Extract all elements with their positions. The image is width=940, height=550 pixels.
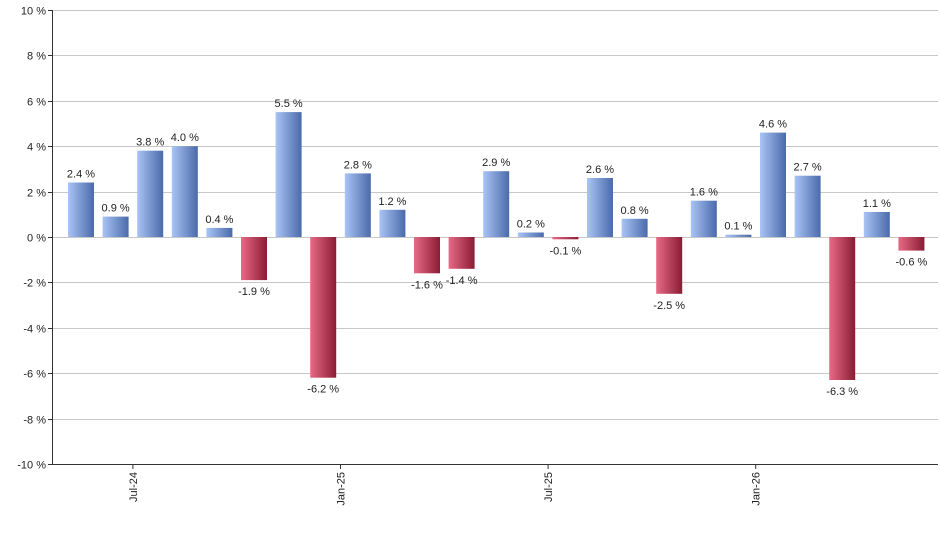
bar bbox=[621, 218, 648, 237]
data-label: 1.2 % bbox=[378, 196, 406, 208]
bar bbox=[656, 237, 683, 294]
y-tick-label: -4 % bbox=[23, 324, 46, 336]
data-label: -0.1 % bbox=[550, 245, 582, 257]
data-label: 5.5 % bbox=[275, 98, 303, 110]
bar bbox=[171, 146, 198, 237]
data-label: -0.6 % bbox=[896, 257, 928, 269]
bar bbox=[760, 132, 786, 237]
data-label: -1.9 % bbox=[238, 286, 270, 298]
y-axis-ticks: 10 % 8 % 6 % 4 % 2 % 0 % -2 % -4 % -6 % -8 % -10 % bbox=[17, 6, 52, 472]
y-tick-label: -10 % bbox=[17, 460, 46, 472]
x-tick-label: Jan-26 bbox=[751, 472, 763, 506]
data-label: 4.0 % bbox=[171, 132, 199, 144]
y-tick-label: 2 % bbox=[27, 188, 46, 200]
bar bbox=[587, 178, 613, 237]
bar bbox=[379, 209, 406, 237]
bar bbox=[517, 232, 544, 237]
data-label: 0.9 % bbox=[102, 203, 130, 215]
bar bbox=[552, 237, 579, 240]
bar bbox=[68, 182, 94, 237]
bar bbox=[414, 237, 440, 274]
y-tick-label: 8 % bbox=[27, 51, 46, 63]
data-label: 0.1 % bbox=[724, 221, 752, 233]
bar bbox=[863, 212, 890, 237]
data-label: 3.8 % bbox=[136, 137, 164, 149]
y-tick-label: 0 % bbox=[27, 233, 46, 245]
data-label: 2.7 % bbox=[794, 162, 822, 174]
bar bbox=[794, 175, 821, 237]
bars bbox=[68, 112, 925, 380]
y-tick-label: -2 % bbox=[23, 278, 46, 290]
bar bbox=[448, 237, 475, 269]
data-label: 2.4 % bbox=[67, 169, 95, 181]
bar bbox=[137, 150, 164, 237]
bar bbox=[344, 173, 371, 237]
bar bbox=[102, 216, 129, 237]
data-label: 2.8 % bbox=[344, 159, 372, 171]
y-tick-label: -8 % bbox=[23, 415, 46, 427]
x-axis-ticks: Jul-24 Jan-25 Jul-25 Jan-26 bbox=[128, 464, 763, 506]
data-label: -6.2 % bbox=[307, 384, 339, 396]
bar bbox=[206, 227, 233, 237]
x-tick-label: Jan-25 bbox=[336, 472, 348, 506]
x-tick-label: Jul-25 bbox=[543, 472, 555, 502]
bar bbox=[483, 171, 510, 237]
bar bbox=[310, 237, 337, 378]
y-tick-label: 10 % bbox=[21, 6, 46, 18]
data-label: 1.1 % bbox=[863, 198, 891, 210]
y-tick-label: 6 % bbox=[27, 97, 46, 109]
bar bbox=[725, 234, 752, 237]
bar bbox=[829, 237, 856, 380]
data-label: 1.6 % bbox=[690, 187, 718, 199]
data-label: 2.6 % bbox=[586, 164, 614, 176]
data-label: 0.4 % bbox=[205, 214, 233, 226]
data-label: 2.9 % bbox=[482, 157, 510, 169]
data-label: 0.8 % bbox=[621, 205, 649, 217]
data-label: -6.3 % bbox=[826, 386, 858, 398]
data-label: 4.6 % bbox=[759, 119, 787, 131]
x-tick-label: Jul-24 bbox=[128, 472, 140, 502]
bar bbox=[241, 237, 267, 281]
data-labels: 2.4 % 0.9 % 3.8 % 4.0 % 0.4 % -1.9 % 5.5 % -6.2… bbox=[67, 98, 928, 398]
gridlines bbox=[52, 10, 938, 465]
data-label: -1.4 % bbox=[446, 275, 478, 287]
data-label: 0.2 % bbox=[517, 219, 545, 231]
bar bbox=[898, 237, 925, 251]
data-label: -2.5 % bbox=[653, 300, 685, 312]
y-tick-label: -6 % bbox=[23, 369, 46, 381]
bar bbox=[690, 200, 717, 237]
data-label: -1.6 % bbox=[411, 279, 443, 291]
bar bbox=[275, 112, 302, 237]
y-tick-label: 4 % bbox=[27, 142, 46, 154]
